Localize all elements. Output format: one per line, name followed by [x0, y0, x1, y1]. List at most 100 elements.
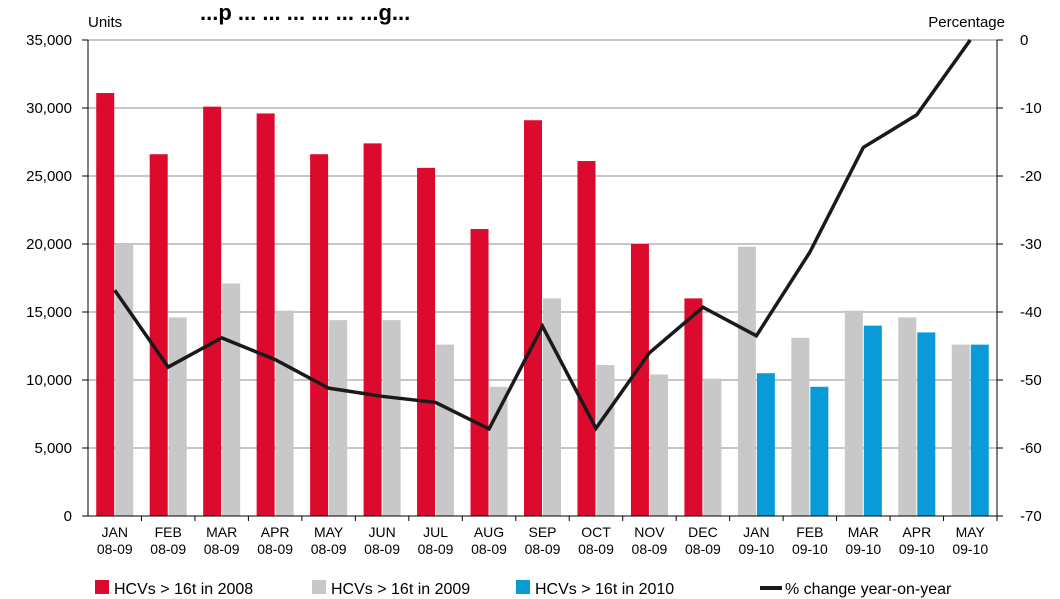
bar	[917, 332, 936, 516]
x-tick-label: APR	[902, 524, 931, 540]
x-tick-label: JAN	[102, 524, 128, 540]
x-tick-label: 08-09	[311, 541, 347, 557]
x-tick-label: 08-09	[525, 541, 561, 557]
x-tick-label: 08-09	[578, 541, 614, 557]
axes	[87, 40, 998, 517]
left-axis-ticks: 0 5,000 10,000 15,000 20,000 25,000 30,000 35,0…	[26, 32, 88, 525]
bar	[168, 317, 187, 516]
x-tick-label: 08-09	[204, 541, 240, 557]
x-tick-label: AUG	[474, 524, 504, 540]
bar	[203, 106, 222, 516]
x-tick-label: MAR	[206, 524, 237, 540]
bar	[810, 386, 829, 516]
x-tick-label: JUN	[368, 524, 395, 540]
x-tick-label: APR	[261, 524, 290, 540]
bar	[596, 365, 615, 516]
bar	[256, 113, 275, 516]
x-tick-label: MAR	[848, 524, 879, 540]
x-tick-label: 09-10	[899, 541, 935, 557]
bar	[577, 161, 596, 517]
x-tick-label: FEB	[155, 524, 182, 540]
y-tick-label-right: -60	[1020, 440, 1042, 457]
x-tick-label: 08-09	[364, 541, 400, 557]
y-tick-label-right: -40	[1020, 304, 1042, 321]
y-tick-label-left: 30,000	[26, 100, 72, 117]
y-tick-label-right: -30	[1020, 236, 1042, 253]
y-tick-label-right: -20	[1020, 168, 1042, 185]
y-tick-label-left: 35,000	[26, 32, 72, 49]
x-tick-label: FEB	[796, 524, 823, 540]
line-series	[113, 38, 972, 432]
legend-swatch	[516, 580, 530, 594]
bar	[96, 93, 115, 516]
y-tick-label-left: 20,000	[26, 236, 72, 253]
x-tick-label: DEC	[688, 524, 718, 540]
x-tick-label: 08-09	[150, 541, 186, 557]
legend-label: % change year-on-year	[785, 581, 952, 598]
x-tick-label: 08-09	[632, 541, 668, 557]
y-tick-label-right: -70	[1020, 508, 1042, 525]
y-tick-label-left: 5,000	[34, 440, 72, 457]
bar	[756, 373, 775, 516]
y-tick-label-left: 0	[64, 508, 72, 525]
bar	[898, 317, 917, 516]
legend: HCVs > 16t in 2008 HCVs > 16t in 2009 HCVs…	[95, 580, 952, 598]
bars	[96, 93, 989, 517]
y-tick-label-right: -10	[1020, 100, 1042, 117]
x-tick-label: 09-10	[792, 541, 828, 557]
legend-label: HCVs > 16t in 2010	[535, 581, 674, 598]
x-tick-label: 08-09	[97, 541, 133, 557]
bar	[363, 143, 382, 517]
y-tick-label-right: -50	[1020, 372, 1042, 389]
bar	[649, 374, 668, 516]
y-tick-label-left: 25,000	[26, 168, 72, 185]
bar	[149, 154, 168, 517]
bar	[951, 344, 970, 516]
bar	[470, 229, 489, 517]
right-axis-unit-label: Percentage	[928, 14, 1005, 31]
legend-swatch	[95, 580, 109, 594]
x-tick-label: 08-09	[257, 541, 293, 557]
legend-label: HCVs > 16t in 2008	[114, 581, 253, 598]
y-tick-label-left: 10,000	[26, 372, 72, 389]
bar	[115, 244, 134, 516]
bar	[524, 120, 542, 517]
bar	[737, 246, 756, 516]
x-tick-label: NOV	[634, 524, 665, 540]
x-tick-label: 09-10	[738, 541, 774, 557]
legend-label: HCVs > 16t in 2009	[331, 581, 470, 598]
legend-swatch	[312, 580, 326, 594]
x-tick-label: JUL	[423, 524, 448, 540]
bar	[863, 325, 882, 516]
x-tick-label: MAY	[314, 524, 344, 540]
bar	[703, 378, 722, 516]
bar	[329, 320, 348, 516]
bar	[275, 310, 294, 516]
chart-title: ...p ... ... ... ... ... ...g...	[200, 0, 410, 25]
percent-change-line	[113, 38, 972, 432]
x-tick-label: 08-09	[471, 541, 507, 557]
bar	[222, 283, 241, 516]
x-tick-label: SEP	[528, 524, 556, 540]
x-tick-label: OCT	[581, 524, 611, 540]
x-tick-label: 09-10	[845, 541, 881, 557]
y-tick-label-right: 0	[1020, 32, 1028, 49]
bar	[791, 337, 810, 516]
x-tick-label: JAN	[743, 524, 769, 540]
bar	[382, 320, 401, 516]
bar	[630, 244, 649, 516]
x-tick-label: MAY	[956, 524, 986, 540]
bar	[844, 310, 863, 516]
right-axis-ticks: -70 -60 -50 -40 -30 -20 -10 0	[997, 32, 1042, 525]
bar	[310, 154, 329, 517]
x-tick-label: 08-09	[418, 541, 454, 557]
bar	[970, 344, 989, 516]
x-axis-labels: JAN08-09FEB08-09MAR08-09APR08-09MAY08-09…	[97, 516, 998, 557]
bar	[436, 344, 455, 516]
y-tick-label-left: 15,000	[26, 304, 72, 321]
bar	[417, 167, 436, 516]
x-tick-label: 09-10	[952, 541, 988, 557]
x-tick-label: 08-09	[685, 541, 721, 557]
bar	[684, 298, 703, 516]
